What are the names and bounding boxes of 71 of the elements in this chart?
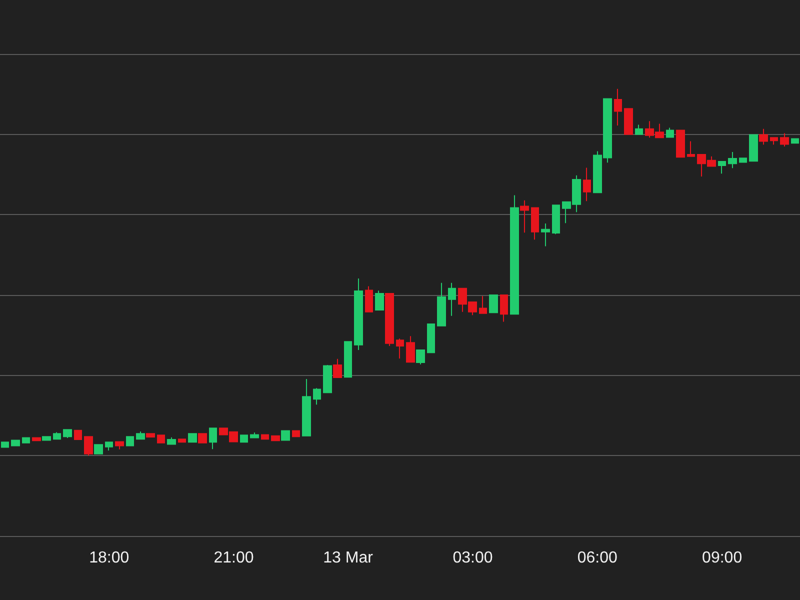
candlestick	[292, 430, 300, 438]
candlestick	[531, 207, 539, 240]
x-tick-label: 09:00	[702, 550, 742, 566]
candlestick	[780, 132, 789, 147]
candlestick	[406, 336, 415, 363]
candlestick	[333, 358, 342, 378]
candlestick	[676, 130, 685, 158]
candlestick	[791, 138, 799, 144]
candlestick	[728, 151, 737, 169]
candlestick	[136, 430, 145, 440]
candlestick	[240, 434, 248, 443]
candlestick	[157, 434, 165, 444]
candlestick	[261, 434, 269, 440]
candlestick	[1, 442, 9, 448]
candlestick	[396, 338, 404, 359]
candlestick	[489, 294, 498, 314]
candlestick	[302, 378, 311, 436]
candlestick	[94, 444, 103, 455]
candlestick	[313, 388, 321, 406]
candlestick	[437, 282, 446, 326]
candlestick	[583, 167, 591, 202]
x-tick-label: 03:00	[452, 550, 493, 566]
candlestick	[63, 429, 72, 439]
x-tick-label: 21:00	[214, 550, 254, 566]
candlestick	[22, 437, 30, 444]
candlestick	[614, 88, 622, 126]
candlestick	[11, 440, 20, 446]
x-tick-label: 18:00	[89, 550, 130, 566]
candlestick	[541, 222, 550, 247]
candlestick	[427, 323, 435, 354]
candlestick	[749, 134, 758, 162]
candlestick	[375, 290, 384, 311]
candlestick	[74, 430, 82, 440]
candlestick	[167, 436, 176, 445]
candlestick	[188, 433, 197, 443]
candlestick	[344, 341, 352, 378]
candlestick	[115, 441, 124, 450]
candlestick	[365, 286, 373, 312]
candlestick	[354, 278, 363, 351]
candlestick	[500, 294, 508, 322]
candlestick	[510, 194, 519, 315]
candlestick	[42, 436, 51, 441]
candlestick	[32, 437, 41, 442]
candlestick	[323, 364, 332, 394]
candlestick	[126, 436, 134, 446]
candlestick	[281, 430, 290, 441]
candlestick	[53, 432, 61, 440]
candlestick	[759, 128, 768, 146]
candlestick	[178, 438, 186, 443]
candlestick	[666, 127, 674, 138]
candlestick	[624, 108, 633, 135]
candlestick	[198, 433, 207, 444]
candlestick	[271, 435, 280, 442]
candlestick	[770, 137, 778, 146]
candlestick	[687, 140, 695, 157]
candlestick	[520, 200, 529, 234]
candlestick	[385, 293, 394, 346]
candlestick	[739, 158, 747, 163]
candlestick	[416, 350, 425, 365]
candlestick	[146, 433, 155, 438]
candlestick	[84, 436, 93, 456]
candlestick	[448, 282, 456, 316]
x-tick-label: 06:00	[577, 550, 618, 566]
candlestick	[250, 432, 259, 438]
candlestick	[718, 160, 726, 174]
candlestick	[635, 124, 643, 135]
candlestick	[209, 428, 217, 450]
candlestick	[479, 296, 487, 314]
candlestick	[552, 204, 560, 235]
x-tick-label: 13 Mar	[323, 550, 374, 566]
candlestick	[105, 442, 113, 452]
